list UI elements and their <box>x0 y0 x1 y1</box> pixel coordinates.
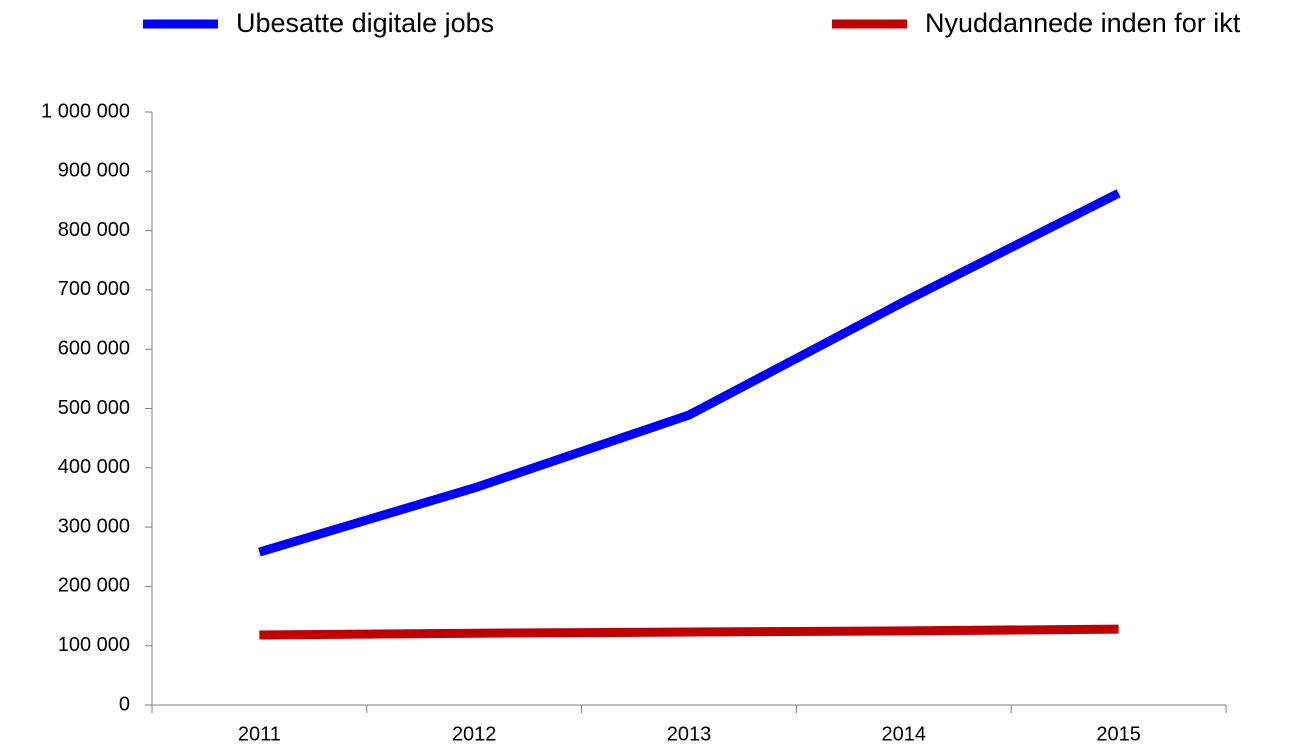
y-tick-label: 900 000 <box>58 160 130 182</box>
x-tick-label: 2015 <box>1096 723 1141 745</box>
y-tick-label: 200 000 <box>58 575 130 597</box>
series-line <box>258 189 1121 557</box>
y-tick-label: 100 000 <box>58 634 130 656</box>
y-tick-label: 0 <box>119 693 130 715</box>
y-tick-label: 300 000 <box>58 515 130 537</box>
x-tick-label: 2013 <box>667 723 712 745</box>
y-tick-label: 700 000 <box>58 278 130 300</box>
series-line <box>259 624 1119 640</box>
x-tick-label: 2014 <box>882 723 927 745</box>
y-tick-label: 600 000 <box>58 337 130 359</box>
y-tick-label: 1 000 000 <box>41 100 130 122</box>
legend-label: Ubesatte digitale jobs <box>236 8 494 38</box>
y-tick-label: 500 000 <box>58 397 130 419</box>
x-tick-label: 2011 <box>238 723 281 745</box>
legend-label: Nyuddannede inden for ikt <box>925 8 1241 38</box>
x-tick-label: 2012 <box>452 723 497 745</box>
y-tick-label: 400 000 <box>58 456 130 478</box>
y-tick-label: 800 000 <box>58 219 130 241</box>
